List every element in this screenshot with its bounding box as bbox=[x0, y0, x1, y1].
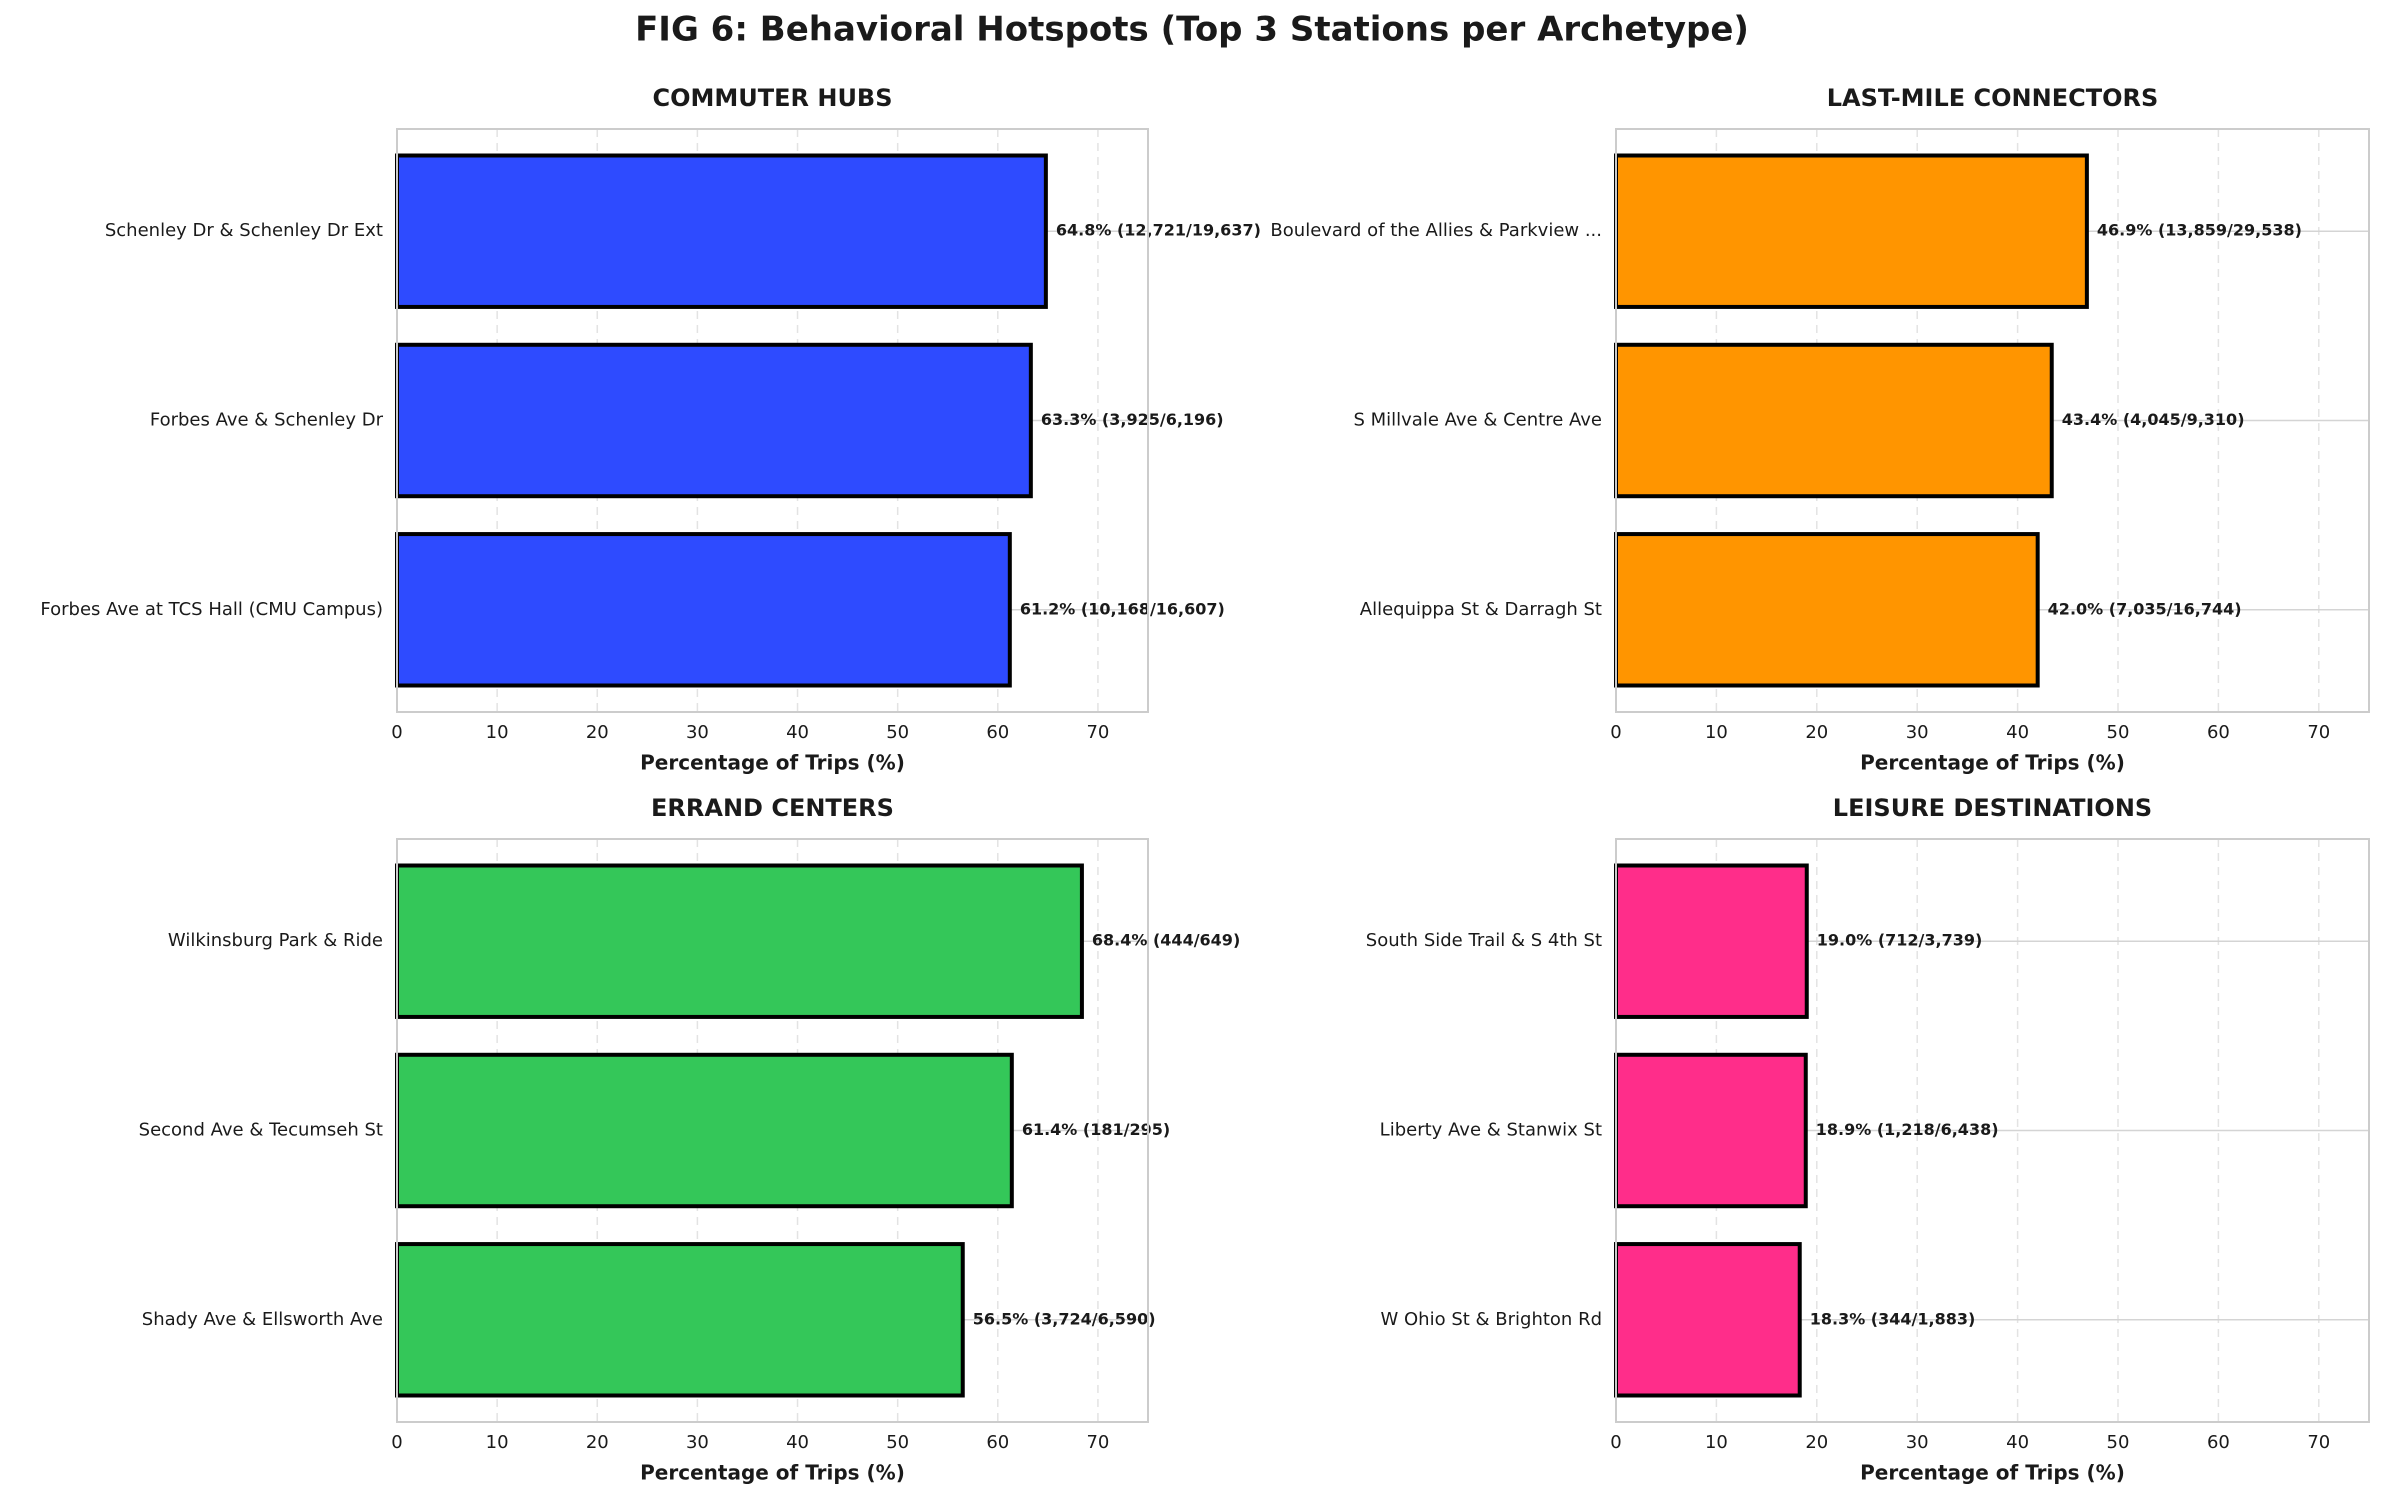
category-label: Schenley Dr & Schenley Dr Ext bbox=[105, 220, 383, 241]
x-tick-label: 20 bbox=[586, 1432, 609, 1453]
bar bbox=[395, 1052, 1014, 1209]
panel-title: LEISURE DESTINATIONS bbox=[1833, 794, 2152, 822]
x-axis-label: Percentage of Trips (%) bbox=[640, 1461, 905, 1485]
category-label: Shady Ave & Ellsworth Ave bbox=[142, 1309, 383, 1330]
x-tick-label: 10 bbox=[1705, 1432, 1728, 1453]
x-tick-label: 50 bbox=[886, 1432, 909, 1453]
x-tick-label: 30 bbox=[1906, 722, 1929, 743]
value-label: 63.3% (3,925/6,196) bbox=[1041, 410, 1224, 429]
x-tick-label: 20 bbox=[586, 722, 609, 743]
x-tick-label: 70 bbox=[1086, 722, 1109, 743]
x-tick-label: 50 bbox=[2107, 722, 2130, 743]
x-tick-label: 30 bbox=[686, 722, 709, 743]
axes-frame bbox=[1615, 128, 2370, 713]
x-tick-label: 40 bbox=[2006, 1432, 2029, 1453]
bar bbox=[395, 153, 1048, 309]
category-label: South Side Trail & S 4th St bbox=[1366, 930, 1602, 951]
axes-frame bbox=[396, 128, 1149, 713]
x-tick-label: 30 bbox=[686, 1432, 709, 1453]
x-tick-label: 60 bbox=[986, 1432, 1009, 1453]
bar bbox=[395, 532, 1012, 688]
panel-title: ERRAND CENTERS bbox=[651, 794, 894, 822]
panel-title: LAST-MILE CONNECTORS bbox=[1827, 84, 2159, 112]
value-label: 19.0% (712/3,739) bbox=[1817, 931, 1983, 950]
figure-title: FIG 6: Behavioral Hotspots (Top 3 Statio… bbox=[635, 10, 1749, 50]
x-tick-label: 70 bbox=[1086, 1432, 1109, 1453]
x-tick-label: 70 bbox=[2307, 722, 2330, 743]
x-tick-label: 50 bbox=[2107, 1432, 2130, 1453]
bar bbox=[395, 342, 1033, 499]
bar bbox=[395, 863, 1084, 1019]
value-label: 68.4% (444/649) bbox=[1092, 931, 1240, 950]
category-label: S Millvale Ave & Centre Ave bbox=[1353, 410, 1602, 431]
axes-frame bbox=[396, 838, 1149, 1423]
value-label: 43.4% (4,045/9,310) bbox=[2062, 410, 2245, 429]
category-label: Second Ave & Tecumseh St bbox=[139, 1120, 383, 1141]
x-tick-label: 60 bbox=[986, 722, 1009, 743]
value-label: 46.9% (13,859/29,538) bbox=[2097, 221, 2302, 240]
value-label: 18.9% (1,218/6,438) bbox=[1816, 1120, 1999, 1139]
bar bbox=[1614, 1052, 1808, 1209]
axes-frame bbox=[1615, 838, 2370, 1423]
x-tick-label: 50 bbox=[886, 722, 909, 743]
x-tick-label: 0 bbox=[1610, 1432, 1621, 1453]
value-label: 42.0% (7,035/16,744) bbox=[2048, 599, 2242, 618]
category-label: Forbes Ave at TCS Hall (CMU Campus) bbox=[40, 599, 383, 620]
x-tick-label: 20 bbox=[1805, 1432, 1828, 1453]
x-axis-label: Percentage of Trips (%) bbox=[640, 751, 905, 775]
value-label: 64.8% (12,721/19,637) bbox=[1056, 221, 1261, 240]
x-tick-label: 60 bbox=[2207, 1432, 2230, 1453]
bar bbox=[1614, 1242, 1802, 1398]
category-label: Liberty Ave & Stanwix St bbox=[1380, 1120, 1602, 1141]
x-tick-label: 30 bbox=[1906, 1432, 1929, 1453]
panel-title: COMMUTER HUBS bbox=[652, 84, 892, 112]
x-tick-label: 10 bbox=[486, 1432, 509, 1453]
x-tick-label: 40 bbox=[786, 1432, 809, 1453]
bar bbox=[395, 1242, 965, 1398]
bar bbox=[1614, 342, 2054, 499]
value-label: 56.5% (3,724/6,590) bbox=[973, 1309, 1156, 1328]
x-tick-label: 60 bbox=[2207, 722, 2230, 743]
bar bbox=[1614, 153, 2089, 309]
x-tick-label: 20 bbox=[1805, 722, 1828, 743]
value-label: 61.4% (181/295) bbox=[1022, 1120, 1170, 1139]
x-tick-label: 10 bbox=[1705, 722, 1728, 743]
value-label: 18.3% (344/1,883) bbox=[1810, 1309, 1976, 1328]
category-label: Forbes Ave & Schenley Dr bbox=[150, 410, 384, 431]
x-tick-label: 0 bbox=[1610, 722, 1621, 743]
value-label: 61.2% (10,168/16,607) bbox=[1020, 599, 1225, 618]
x-axis-label: Percentage of Trips (%) bbox=[1860, 751, 2125, 775]
x-axis-label: Percentage of Trips (%) bbox=[1860, 1461, 2125, 1485]
x-tick-label: 10 bbox=[486, 722, 509, 743]
bar bbox=[1614, 532, 2040, 688]
category-label: Boulevard of the Allies & Parkview ... bbox=[1270, 220, 1602, 241]
category-label: Wilkinsburg Park & Ride bbox=[168, 930, 383, 951]
category-label: Allequippa St & Darragh St bbox=[1360, 599, 1602, 620]
x-tick-label: 0 bbox=[391, 1432, 402, 1453]
x-tick-label: 70 bbox=[2307, 1432, 2330, 1453]
x-tick-label: 0 bbox=[391, 722, 402, 743]
category-label: W Ohio St & Brighton Rd bbox=[1380, 1309, 1602, 1330]
bar bbox=[1614, 863, 1809, 1019]
x-tick-label: 40 bbox=[2006, 722, 2029, 743]
x-tick-label: 40 bbox=[786, 722, 809, 743]
